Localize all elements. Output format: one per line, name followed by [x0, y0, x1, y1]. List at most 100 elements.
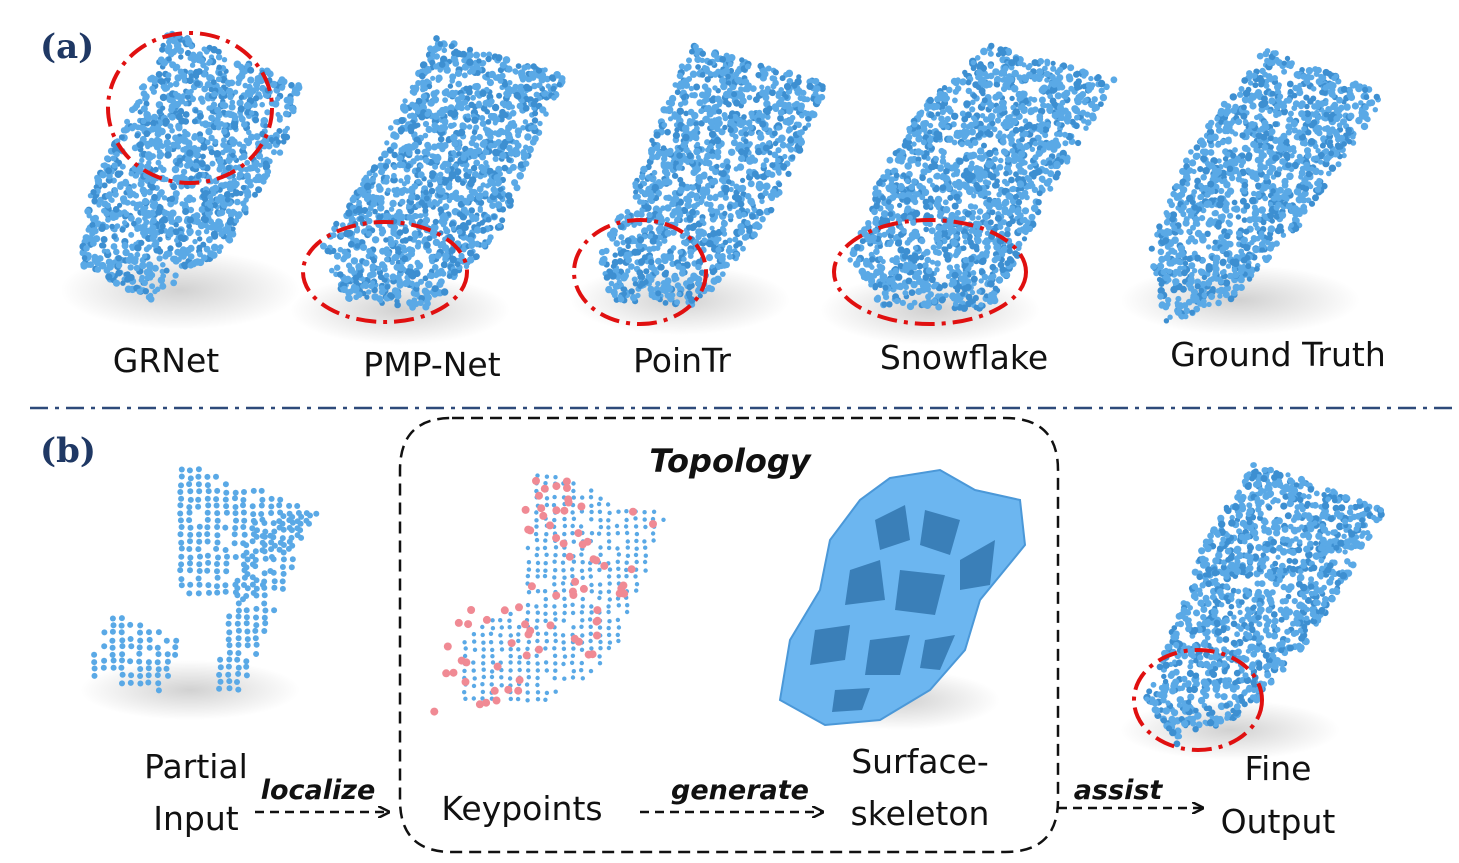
point — [958, 275, 966, 283]
point — [377, 204, 385, 212]
point — [99, 223, 106, 230]
point — [722, 67, 730, 75]
point — [359, 243, 368, 251]
point — [160, 84, 166, 90]
point — [776, 170, 782, 176]
point — [280, 139, 287, 145]
point — [337, 246, 344, 253]
point — [418, 199, 425, 206]
panel-a-label: (a) — [40, 27, 94, 67]
point — [187, 244, 195, 252]
point — [739, 97, 747, 105]
point — [230, 231, 237, 238]
point — [221, 57, 228, 63]
point — [812, 90, 819, 97]
point — [435, 74, 443, 82]
point — [719, 271, 726, 277]
point — [1083, 97, 1089, 103]
point — [693, 83, 701, 91]
point — [551, 95, 557, 101]
point — [192, 238, 198, 245]
point — [612, 252, 618, 258]
point — [427, 201, 434, 208]
point — [193, 258, 202, 266]
point — [732, 236, 739, 243]
point — [749, 114, 755, 120]
point — [993, 150, 999, 156]
point — [743, 131, 749, 137]
point — [381, 150, 389, 159]
point — [283, 133, 289, 140]
point — [734, 76, 741, 83]
point — [664, 128, 671, 136]
point — [182, 208, 190, 215]
point — [450, 133, 458, 142]
point — [719, 56, 727, 63]
point — [722, 124, 728, 131]
point — [995, 133, 1002, 140]
point — [147, 295, 155, 303]
point — [660, 106, 668, 114]
point — [970, 270, 977, 276]
point — [1047, 185, 1054, 192]
point — [431, 285, 439, 293]
point — [719, 170, 727, 178]
point — [950, 77, 958, 85]
point — [430, 90, 438, 98]
point — [699, 217, 705, 224]
point — [186, 149, 194, 157]
point — [345, 209, 353, 217]
point — [381, 266, 388, 273]
point — [711, 267, 718, 274]
point — [447, 122, 454, 129]
point — [277, 78, 283, 85]
point — [222, 181, 229, 189]
point — [515, 94, 522, 100]
point — [726, 80, 732, 86]
point — [208, 86, 214, 93]
point — [488, 98, 495, 105]
point — [143, 246, 150, 253]
point — [677, 186, 685, 194]
point — [714, 125, 721, 132]
point — [441, 118, 449, 126]
pmpnet-cloud — [290, 35, 566, 345]
point — [454, 69, 463, 77]
point — [708, 207, 716, 214]
point — [539, 106, 547, 114]
point — [205, 127, 213, 136]
point — [697, 177, 703, 184]
point — [83, 245, 90, 252]
point — [100, 236, 108, 243]
point — [778, 87, 784, 93]
point — [145, 261, 154, 270]
point — [741, 79, 747, 85]
point — [952, 97, 958, 104]
point — [740, 245, 746, 252]
point — [522, 152, 529, 159]
point — [768, 194, 775, 202]
point — [806, 82, 814, 90]
point — [714, 275, 722, 284]
point — [484, 183, 490, 189]
point — [170, 279, 178, 287]
point — [1040, 84, 1048, 92]
point — [532, 110, 539, 117]
point — [356, 291, 363, 299]
point — [122, 220, 128, 226]
point — [746, 94, 753, 101]
point — [1035, 168, 1043, 176]
point — [415, 178, 422, 184]
point — [702, 115, 710, 124]
point — [419, 79, 427, 87]
point — [987, 219, 994, 226]
point — [676, 291, 682, 297]
point — [855, 257, 862, 263]
point — [271, 149, 277, 156]
point — [218, 230, 225, 238]
point — [1021, 74, 1028, 81]
point — [176, 256, 182, 263]
point — [545, 83, 551, 89]
point — [699, 229, 707, 237]
point — [661, 178, 670, 186]
